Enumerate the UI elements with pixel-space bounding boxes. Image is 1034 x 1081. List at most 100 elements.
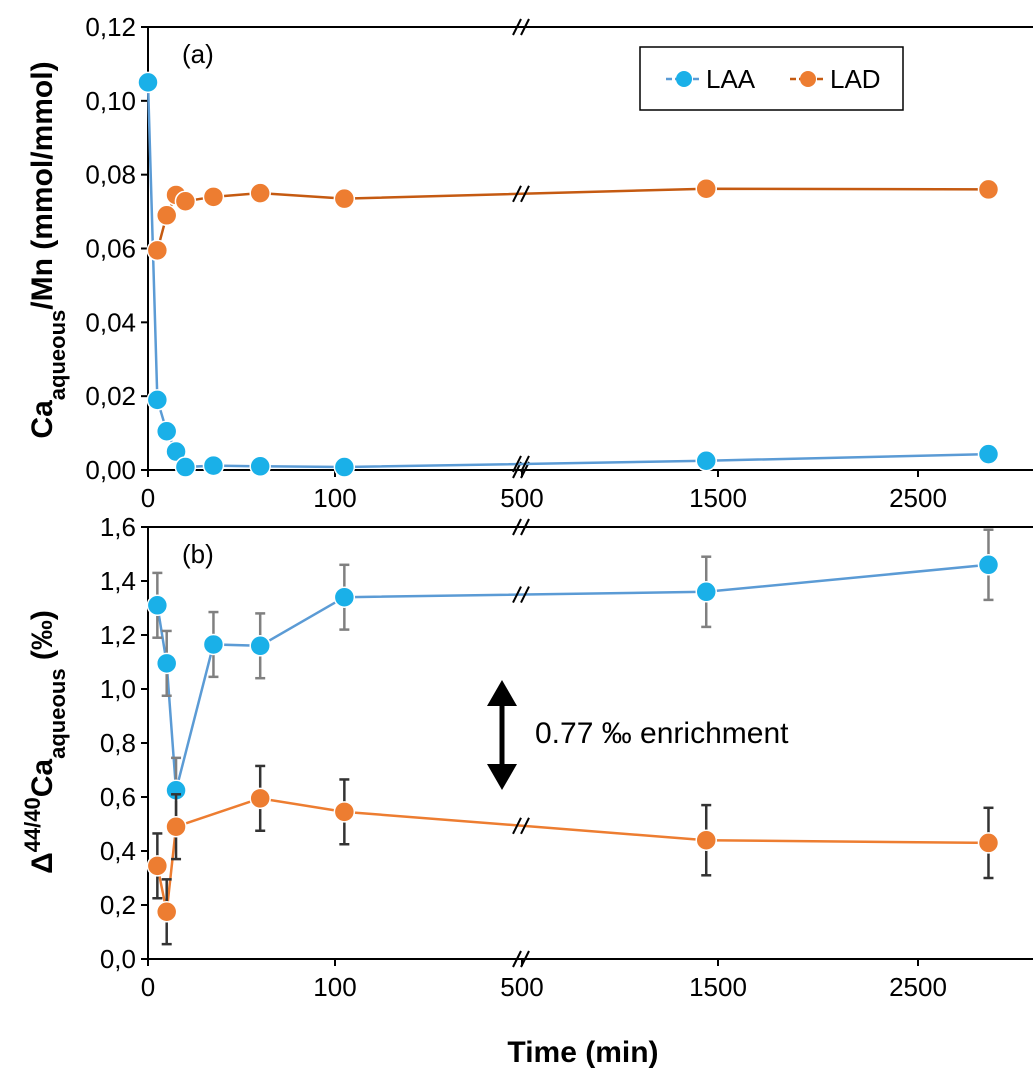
- axis-break-mark: [512, 950, 522, 968]
- data-point-laa: [333, 456, 356, 478]
- legend: LAA LAD: [639, 46, 904, 111]
- y-tick-label: 1,0: [100, 674, 136, 704]
- data-point-laa: [249, 455, 271, 478]
- axis-break-mark: [512, 18, 522, 36]
- series-line-laa: [156, 563, 989, 791]
- series-break-mark: [520, 185, 530, 203]
- x-tick-label: 0: [141, 972, 155, 1002]
- y-axis-label: Caaqueous/Mn (mmol/mmol): [26, 61, 70, 438]
- annotation-arrow-head-up: [487, 680, 517, 706]
- data-point-laa: [146, 389, 169, 411]
- data-point-laa: [155, 420, 178, 442]
- y-axis-label: Δ44/40Caaqueous (‰): [20, 610, 70, 874]
- annotation-text: 0.77 ‰ enrichment: [535, 717, 789, 750]
- axis-break-mark: [520, 518, 530, 536]
- y-axis-label-sup: 44/40: [20, 797, 45, 852]
- data-point-lad: [155, 204, 178, 227]
- series-line-lad: [156, 797, 989, 912]
- data-point-lad: [146, 855, 169, 877]
- data-point-laa: [249, 635, 271, 657]
- series-break-mark: [512, 586, 522, 603]
- y-tick-label: 1,4: [100, 566, 136, 596]
- data-point-laa: [174, 456, 197, 478]
- legend-label-laa: LAA: [706, 64, 756, 94]
- data-point-lad: [249, 182, 271, 204]
- y-tick-label: 0,2: [100, 890, 136, 920]
- data-point-lad: [695, 829, 717, 851]
- axis-break-mark: [520, 18, 530, 36]
- series-line-lad: [156, 187, 989, 251]
- annotation-arrow-head-down: [487, 764, 517, 790]
- data-point-laa: [146, 594, 169, 617]
- y-tick-label: 0,00: [85, 455, 136, 485]
- y-tick-label: 0,8: [100, 728, 136, 758]
- y-tick-label: 0,02: [85, 381, 136, 411]
- x-tick-label: 500: [500, 972, 543, 1002]
- y-axis-label-rest: (‰): [26, 610, 59, 668]
- series-line-laa: [146, 82, 989, 469]
- y-tick-label: 0,12: [85, 12, 136, 42]
- data-point-laa: [695, 450, 717, 472]
- y-axis-label-base: Ca: [26, 400, 59, 439]
- panel-a: 0,00 0,02 0,04 0,06 0,08 0,10 0,12 0 100 500 1500 2…: [26, 12, 1033, 513]
- y-axis-label-sub: aqueous: [45, 310, 70, 400]
- panel-label: (a): [182, 39, 214, 69]
- axis-break-mark: [520, 950, 530, 968]
- data-point-lad: [155, 901, 178, 923]
- data-point-laa: [695, 581, 717, 603]
- y-tick-label: 0,08: [85, 160, 136, 190]
- series-break-mark: [512, 817, 522, 835]
- data-point-lad: [333, 801, 356, 823]
- y-axis-label-rest: /Mn (mmol/mmol): [26, 61, 59, 309]
- y-tick-label: 1,2: [100, 620, 136, 650]
- y-tick-label: 0,0: [100, 944, 136, 974]
- x-tick-label: 100: [313, 483, 356, 513]
- y-axis-label-base: Ca: [26, 759, 59, 798]
- x-tick-label: 1500: [689, 972, 747, 1002]
- series-break-mark: [520, 817, 530, 835]
- data-point-lad: [695, 177, 717, 200]
- y-tick-label: 0,4: [100, 836, 136, 866]
- data-point-laa: [202, 454, 225, 477]
- data-point-lad: [202, 186, 225, 208]
- data-point-laa: [165, 440, 187, 463]
- data-point-lad: [333, 187, 356, 210]
- data-point-lad: [249, 787, 271, 810]
- y-tick-label: 1,6: [100, 512, 136, 542]
- data-point-laa: [137, 71, 159, 94]
- y-tick-label: 0,06: [85, 234, 136, 264]
- series-break-mark: [512, 455, 522, 473]
- panel-label: (b): [182, 539, 214, 569]
- legend-marker-laa: [676, 71, 692, 87]
- y-tick-label: 0,10: [85, 86, 136, 116]
- data-point-laa: [333, 586, 356, 608]
- data-point-lad: [146, 239, 169, 262]
- data-point-laa: [977, 554, 1000, 576]
- series-break-mark: [520, 455, 530, 473]
- x-tick-label: 100: [313, 972, 356, 1002]
- x-tick-label: 2500: [889, 483, 947, 513]
- data-point-lad: [977, 832, 1000, 854]
- data-point-laa: [977, 443, 1000, 465]
- y-axis-label-sub: aqueous: [45, 668, 70, 758]
- data-point-lad: [165, 815, 187, 838]
- data-point-lad: [174, 190, 197, 212]
- x-tick-label: 0: [141, 483, 155, 513]
- data-point-laa: [155, 652, 178, 675]
- series-break-mark: [520, 586, 530, 603]
- data-point-laa: [202, 633, 225, 656]
- y-tick-label: 0,04: [85, 307, 136, 337]
- data-point-lad: [977, 178, 1000, 201]
- x-tick-label: 500: [500, 483, 543, 513]
- x-axis-label: Time (min): [507, 1036, 658, 1069]
- series-break-mark: [512, 185, 522, 203]
- x-tick-label: 1500: [689, 483, 747, 513]
- panel-b: 0,0 0,2 0,4 0,6 0,8 1,0 1,2 1,4 1,6 0 100 500 1500 25…: [20, 512, 1033, 1069]
- legend-marker-lad: [800, 71, 816, 87]
- x-tick-label: 2500: [889, 972, 947, 1002]
- axis-break-mark: [512, 518, 522, 536]
- legend-label-lad: LAD: [830, 64, 881, 94]
- y-tick-label: 0,6: [100, 782, 136, 812]
- y-axis-label-delta: Δ: [26, 852, 59, 874]
